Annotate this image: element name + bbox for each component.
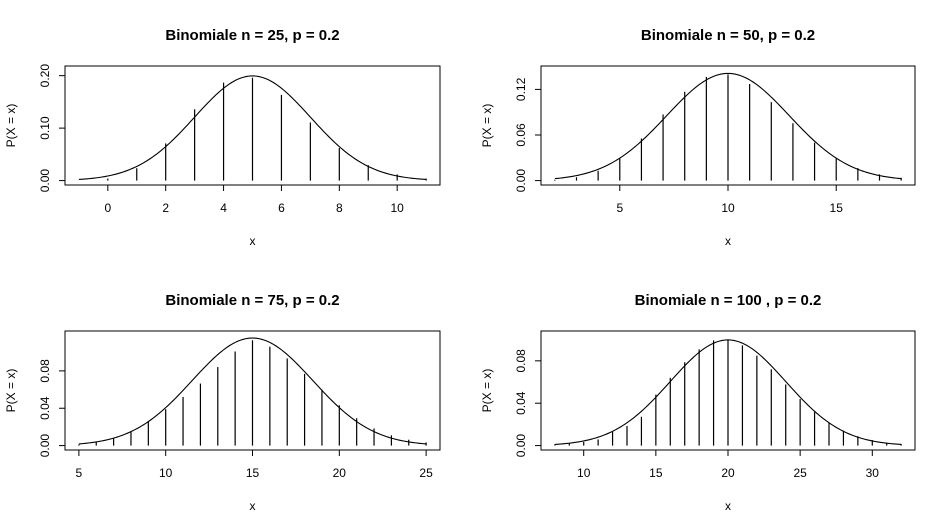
x-tick-label: 5	[76, 466, 83, 480]
normal-curve	[78, 337, 427, 445]
x-tick-label: 4	[220, 201, 227, 215]
x-tick-label: 10	[390, 201, 404, 215]
chart-panel-2: Binomiale n = 50, p = 0.2 5 10 15 0.00 0.06 0.…	[480, 27, 916, 248]
y-tick-label: 0.00	[514, 169, 528, 193]
y-tick-label: 0.10	[38, 116, 52, 140]
x-tick-label: 10	[159, 466, 173, 480]
normal-curve	[554, 339, 902, 445]
y-tick-label: 0.00	[38, 434, 52, 458]
chart-title: Binomiale n = 25, p = 0.2	[165, 27, 339, 44]
y-axis-label: P(X = x)	[4, 369, 18, 413]
x-tick-label: 10	[721, 201, 735, 215]
x-axis-label: x	[725, 234, 731, 248]
chart-panel-3: Binomiale n = 75, p = 0.2 5 10 15 20 25 0.00 0.…	[4, 292, 441, 513]
x-axis-label: x	[725, 499, 731, 513]
x-tick-label: 25	[419, 466, 433, 480]
x-tick-label: 10	[577, 466, 591, 480]
y-tick-label: 0.04	[38, 396, 52, 420]
chart-title: Binomiale n = 50, p = 0.2	[641, 27, 815, 44]
y-axis-label: P(X = x)	[480, 104, 494, 148]
x-tick-label: 5	[616, 201, 623, 215]
y-tick-label: 0.12	[514, 77, 528, 101]
x-tick-label: 15	[830, 201, 844, 215]
y-tick-label: 0.00	[514, 434, 528, 458]
x-tick-label: 0	[104, 201, 111, 215]
chart-panel-1: Binomiale n = 25, p = 0.2 0 2 4 6 8 10 0.00 0.10…	[4, 27, 441, 248]
chart-panel-4: Binomiale n = 100 , p = 0.2 10 15 20 25 30 0.0…	[480, 292, 916, 513]
y-tick-label: 0.06	[514, 123, 528, 147]
x-tick-label: 2	[162, 201, 169, 215]
chart-title: Binomiale n = 75, p = 0.2	[165, 292, 339, 309]
y-tick-label: 0.04	[514, 391, 528, 415]
x-tick-label: 8	[336, 201, 343, 215]
chart-title: Binomiale n = 100 , p = 0.2	[635, 292, 822, 309]
x-tick-label: 15	[246, 466, 260, 480]
x-axis-label: x	[250, 234, 256, 248]
x-tick-label: 20	[333, 466, 347, 480]
normal-curve	[554, 72, 902, 180]
y-tick-label: 0.08	[38, 359, 52, 383]
x-tick-label: 15	[649, 466, 663, 480]
y-tick-label: 0.00	[38, 169, 52, 193]
x-tick-label: 20	[721, 466, 735, 480]
x-axis-label: x	[250, 499, 256, 513]
y-tick-label: 0.08	[514, 349, 528, 373]
x-tick-label: 6	[278, 201, 285, 215]
y-tick-label: 0.20	[38, 64, 52, 88]
y-axis-label: P(X = x)	[4, 104, 18, 148]
x-tick-label: 30	[866, 466, 880, 480]
y-axis-label: P(X = x)	[480, 369, 494, 413]
normal-curve	[78, 75, 427, 180]
x-tick-label: 25	[793, 466, 807, 480]
